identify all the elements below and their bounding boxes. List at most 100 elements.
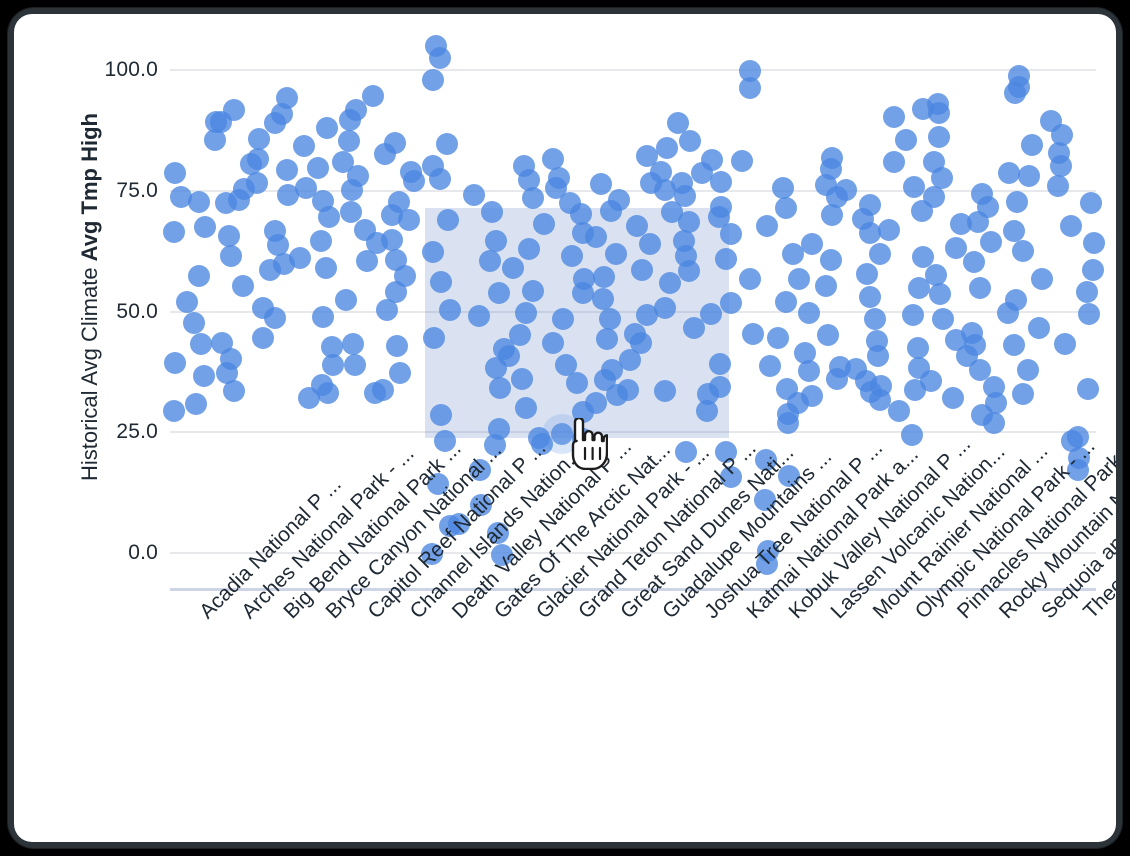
data-point[interactable] xyxy=(678,259,701,282)
data-point[interactable] xyxy=(1002,333,1025,356)
data-point[interactable] xyxy=(214,192,237,214)
data-point[interactable] xyxy=(630,331,653,354)
data-point[interactable] xyxy=(163,162,186,185)
data-point[interactable] xyxy=(969,277,992,300)
data-point[interactable] xyxy=(380,228,403,251)
data-point[interactable] xyxy=(422,68,445,91)
x-tick-label[interactable]: Great Sand Dunes Nati... xyxy=(616,441,799,624)
data-point[interactable] xyxy=(859,286,882,309)
data-point[interactable] xyxy=(1018,165,1041,188)
data-point[interactable] xyxy=(742,323,765,346)
data-point[interactable] xyxy=(1011,383,1034,406)
data-point[interactable] xyxy=(316,382,339,405)
data-point[interactable] xyxy=(220,245,243,268)
data-point[interactable] xyxy=(591,287,614,310)
data-point[interactable] xyxy=(317,205,340,228)
data-point[interactable] xyxy=(479,250,502,273)
data-point[interactable] xyxy=(908,276,931,299)
data-point[interactable] xyxy=(502,257,525,280)
data-point[interactable] xyxy=(962,251,985,273)
data-point[interactable] xyxy=(927,126,950,149)
data-point[interactable] xyxy=(247,128,270,151)
data-point[interactable] xyxy=(856,263,879,286)
data-point[interactable] xyxy=(859,221,882,244)
data-point[interactable] xyxy=(541,148,564,171)
data-point[interactable] xyxy=(388,362,411,385)
data-point[interactable] xyxy=(945,237,968,260)
data-point[interactable] xyxy=(309,230,332,253)
data-point[interactable] xyxy=(869,242,892,265)
data-point[interactable] xyxy=(906,336,929,359)
data-point[interactable] xyxy=(334,288,357,311)
data-point[interactable] xyxy=(801,232,824,255)
data-point[interactable] xyxy=(1012,239,1035,262)
x-tick-label[interactable]: Capitol Reef National P ... xyxy=(363,436,551,624)
data-point[interactable] xyxy=(315,257,338,280)
data-point[interactable] xyxy=(267,234,290,257)
data-point[interactable] xyxy=(658,272,681,295)
data-point[interactable] xyxy=(883,106,906,129)
data-point[interactable] xyxy=(979,231,1002,254)
data-point[interactable] xyxy=(331,150,354,173)
data-point[interactable] xyxy=(468,458,491,481)
data-point[interactable] xyxy=(1076,281,1099,304)
data-point[interactable] xyxy=(321,353,344,376)
data-point[interactable] xyxy=(427,472,449,495)
data-point[interactable] xyxy=(439,514,462,537)
data-point[interactable] xyxy=(720,292,743,315)
x-tick-label[interactable]: Sequoia and Kings Can... xyxy=(1037,439,1116,624)
data-point[interactable] xyxy=(295,176,318,199)
data-point[interactable] xyxy=(863,307,886,330)
data-point[interactable] xyxy=(185,393,208,416)
data-point[interactable] xyxy=(969,359,992,382)
data-point[interactable] xyxy=(695,399,718,422)
data-point[interactable] xyxy=(912,245,935,268)
data-point[interactable] xyxy=(674,440,697,463)
data-point[interactable] xyxy=(187,190,210,213)
data-point[interactable] xyxy=(738,267,761,290)
data-point[interactable] xyxy=(554,354,577,377)
data-point[interactable] xyxy=(888,399,911,422)
data-point[interactable] xyxy=(170,185,193,208)
data-point[interactable] xyxy=(739,59,762,82)
data-point[interactable] xyxy=(356,249,379,272)
data-point[interactable] xyxy=(606,383,629,406)
data-point[interactable] xyxy=(292,135,315,158)
data-point[interactable] xyxy=(798,360,821,383)
data-point[interactable] xyxy=(794,341,817,364)
data-point[interactable] xyxy=(436,132,459,155)
data-point[interactable] xyxy=(422,241,445,264)
x-tick-label[interactable]: Big Bend National Park ... xyxy=(279,437,466,624)
x-tick-label[interactable]: Olympic National Park - ... xyxy=(910,434,1100,624)
data-point[interactable] xyxy=(491,543,514,566)
data-point[interactable] xyxy=(903,175,926,198)
data-point[interactable] xyxy=(463,184,486,207)
x-tick-label[interactable]: Guadalupe Mountains ... xyxy=(658,445,837,624)
x-tick-label[interactable]: Kobuk Valley National P ... xyxy=(784,432,976,624)
data-point[interactable] xyxy=(509,323,532,346)
data-point[interactable] xyxy=(484,230,507,253)
data-point[interactable] xyxy=(338,129,361,152)
data-point[interactable] xyxy=(298,387,321,410)
data-point[interactable] xyxy=(403,170,426,193)
data-point[interactable] xyxy=(638,233,661,256)
data-point[interactable] xyxy=(593,266,616,289)
scatter-chart[interactable]: Historical Avg Climate Avg Tmp High 100.… xyxy=(14,14,1116,842)
data-point[interactable] xyxy=(966,211,989,234)
x-tick-label[interactable]: Bryce Canyon National ... xyxy=(321,438,507,624)
data-point[interactable] xyxy=(777,464,800,487)
data-point[interactable] xyxy=(1004,81,1027,104)
data-point[interactable] xyxy=(756,214,779,237)
data-point[interactable] xyxy=(983,411,1006,434)
data-point[interactable] xyxy=(340,178,363,201)
data-point[interactable] xyxy=(192,364,215,387)
data-point[interactable] xyxy=(963,334,986,357)
x-tick-label[interactable]: Joshua Tree National P ... xyxy=(700,436,888,624)
data-point[interactable] xyxy=(781,242,804,265)
data-point[interactable] xyxy=(204,111,227,134)
data-point[interactable] xyxy=(928,101,951,124)
data-point[interactable] xyxy=(901,304,924,327)
data-point[interactable] xyxy=(1003,220,1026,243)
data-point[interactable] xyxy=(877,219,900,242)
data-point[interactable] xyxy=(264,112,287,135)
